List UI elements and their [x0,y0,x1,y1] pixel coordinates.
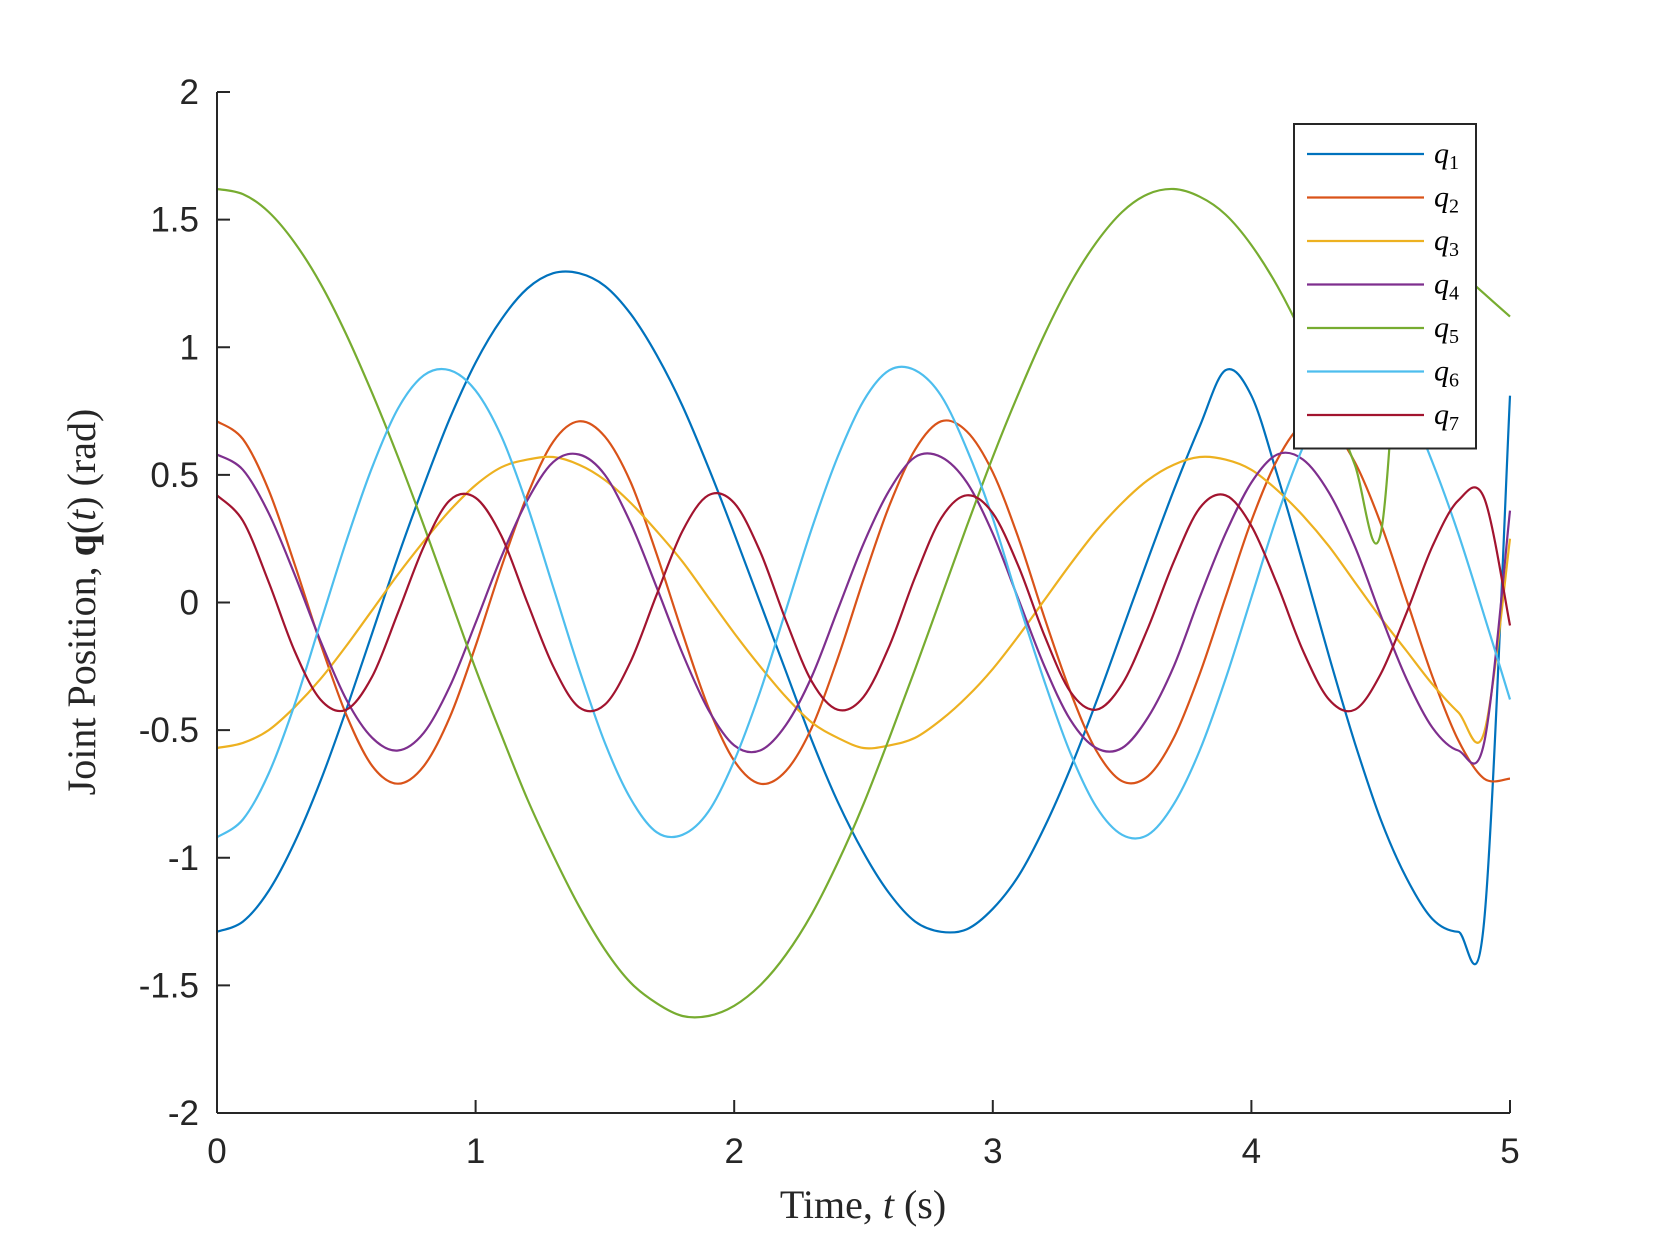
y-tick-label: -2 [168,1094,199,1133]
ticks: 0 1 2 3 4 5 -2 -1.5 -1 -0.5 0 0.5 1 1.5 2 [139,73,1520,1171]
legend: q1 q2 q3 q4 q5 q6 q7 [1293,123,1477,450]
y-tick-label: 0.5 [150,456,199,495]
legend-label-q6: q6 [1434,355,1459,392]
x-tick-label: 2 [724,1132,743,1171]
legend-label-q7: q7 [1434,398,1459,435]
x-tick-label: 3 [983,1132,1002,1171]
series-line-q2 [216,419,1511,786]
series-line-q4 [216,451,1512,765]
x-tick-label: 0 [207,1132,226,1171]
y-tick-label: 0 [180,584,199,623]
x-tick-label: 5 [1500,1132,1519,1171]
legend-label-q1: q1 [1434,137,1459,174]
legend-box [1293,123,1477,450]
y-tick-label: 2 [180,73,199,112]
y-tick-label: -0.5 [139,711,199,750]
series-line-q3 [216,455,1512,750]
legend-label-q5: q5 [1434,311,1459,348]
y-tick-label: 1.5 [150,201,199,240]
series-line-q7 [216,486,1512,713]
legend-label-q4: q4 [1434,268,1459,305]
y-tick-label: -1 [168,839,199,878]
series-line-q6 [216,365,1512,840]
legend-label-q3: q3 [1434,224,1459,261]
y-axis-label: Joint Position, q(t) (rad) [59,409,104,796]
series-line-q1 [216,270,1512,966]
y-tick-label: -1.5 [139,966,199,1005]
y-tick-label: 1 [180,328,199,367]
legend-label-q2: q2 [1434,181,1459,218]
x-tick-label: 1 [466,1132,485,1171]
series-layer [216,187,1512,1019]
x-axis-label: Time, t (s) [780,1182,946,1227]
x-tick-label: 4 [1242,1132,1261,1171]
